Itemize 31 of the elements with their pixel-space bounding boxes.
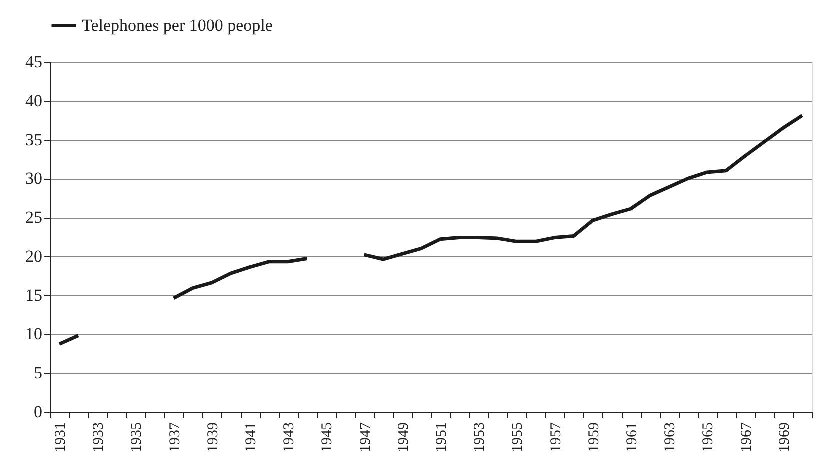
- y-tick-label: 40: [26, 91, 42, 110]
- x-tick-label: 1941: [244, 422, 260, 452]
- x-tick-label: 1943: [282, 422, 298, 452]
- x-tick-label: 1951: [434, 422, 450, 452]
- x-tick-label: 1961: [624, 422, 641, 452]
- x-tick-label: 1965: [700, 422, 717, 452]
- y-tick-label: 5: [34, 364, 42, 383]
- x-tick-label: 1967: [738, 422, 755, 452]
- legend-label: Telephones per 1000 people: [82, 16, 273, 35]
- x-tick-label: 1947: [358, 422, 374, 452]
- y-tick-label: 0: [34, 402, 42, 422]
- x-tick-label: 1937: [167, 422, 184, 452]
- x-tick-label: 1955: [510, 422, 526, 452]
- y-tick-label: 35: [26, 130, 42, 150]
- x-tick-label: 1939: [205, 422, 222, 452]
- y-tick-label: 20: [26, 246, 42, 266]
- y-tick-label: 25: [26, 208, 42, 228]
- y-tick-label: 45: [26, 52, 42, 72]
- x-tick-label: 1949: [396, 422, 412, 452]
- x-tick-label: 1935: [129, 422, 146, 452]
- x-tick-label: 1963: [662, 422, 679, 452]
- x-tick-label: 1953: [472, 422, 488, 452]
- x-tick-label: 1969: [776, 422, 793, 452]
- y-tick-label: 15: [26, 286, 42, 305]
- x-tick-label: 1931: [53, 422, 70, 452]
- x-tick-label: 1933: [91, 422, 108, 452]
- y-tick-label: 30: [26, 169, 42, 188]
- y-tick-label: 10: [26, 324, 42, 344]
- x-tick-label: 1945: [320, 422, 336, 452]
- x-tick-label: 1959: [586, 422, 602, 452]
- x-tick-label: 1957: [548, 422, 564, 452]
